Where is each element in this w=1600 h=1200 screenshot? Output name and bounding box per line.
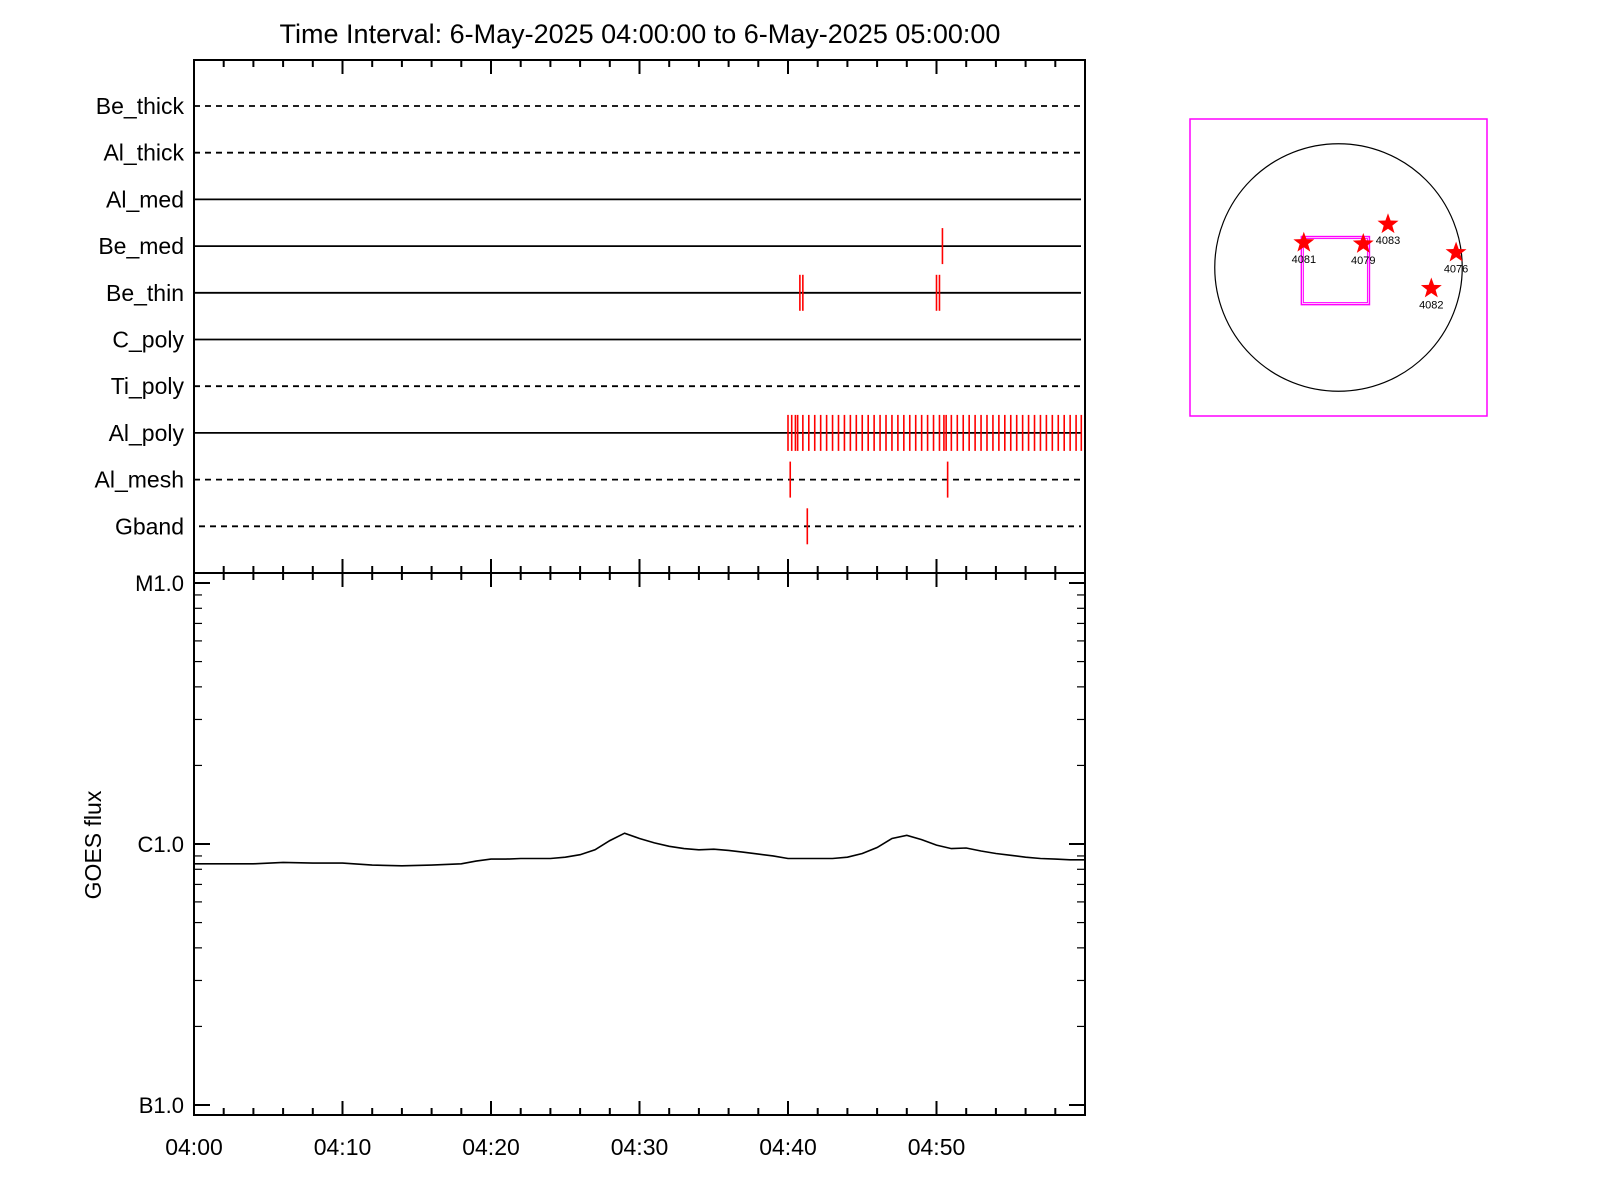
row-label: Be_med — [98, 233, 184, 259]
ar-label: 4076 — [1444, 264, 1468, 276]
x-tick-label: 04:10 — [314, 1134, 372, 1160]
row-label: Al_thick — [103, 140, 184, 166]
ar-star-marker — [1445, 241, 1467, 262]
x-tick-label: 04:20 — [462, 1134, 520, 1160]
row-label: Ti_poly — [111, 373, 185, 399]
row-label: Al_med — [106, 186, 184, 212]
row-label: Al_poly — [109, 420, 185, 446]
ar-star-marker — [1420, 277, 1442, 298]
fov-box-inner — [1302, 238, 1368, 304]
goes-panel: M1.0 C1.0 B1.0 04:00 04:10 04:20 04:30 04:40 04:… — [80, 571, 1086, 1160]
timeline-panel: Be_thick Al_thick Al_med Be_med Be_thin C_pol… — [95, 59, 1086, 587]
goes-frame — [193, 572, 1086, 1116]
ar-star-marker — [1293, 231, 1315, 252]
y-tick-label: M1.0 — [135, 571, 184, 596]
ar-label: 4081 — [1292, 254, 1316, 266]
x-tick-label: 04:00 — [165, 1134, 223, 1160]
goes-flux-line — [194, 832, 1085, 867]
row-label: Be_thick — [96, 93, 185, 119]
x-tick-label: 04:50 — [908, 1134, 966, 1160]
ar-star-marker — [1377, 213, 1399, 234]
disk-frame — [1189, 118, 1488, 417]
ar-label: 4082 — [1419, 300, 1443, 312]
chart-title: Time Interval: 6-May-2025 04:00:00 to 6-… — [280, 19, 1001, 49]
x-tick-label: 04:40 — [759, 1134, 817, 1160]
row-label: Al_mesh — [95, 467, 184, 493]
row-label: Gband — [115, 513, 184, 539]
row-label: Be_thin — [106, 280, 184, 306]
x-tick-label: 04:30 — [611, 1134, 669, 1160]
timeline-frame — [193, 59, 1086, 574]
y-tick-label: C1.0 — [138, 832, 184, 857]
ar-label: 4079 — [1351, 255, 1375, 267]
fov-box — [1300, 235, 1371, 306]
ar-star-marker — [1352, 233, 1374, 253]
row-label: C_poly — [112, 327, 184, 353]
ar-label: 4083 — [1376, 235, 1400, 247]
y-tick-label: B1.0 — [139, 1093, 184, 1118]
y-axis-label: GOES flux — [80, 790, 106, 899]
solar-limb — [1214, 143, 1463, 392]
